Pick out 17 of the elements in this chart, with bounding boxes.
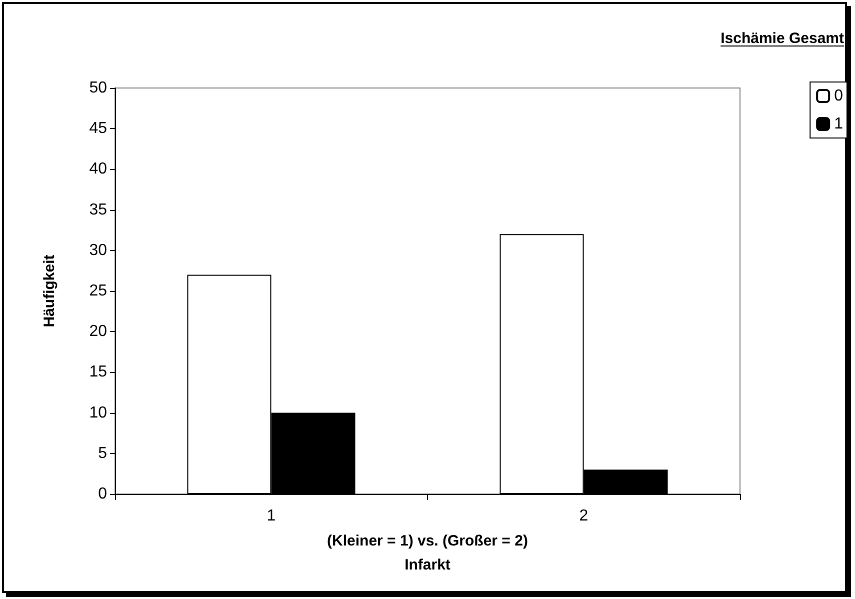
y-tick-label: 15 xyxy=(89,364,108,381)
y-tick-label: 10 xyxy=(89,404,108,422)
y-tick-label: 30 xyxy=(89,242,108,259)
x-axis-title: (Kleiner = 1) vs. (Großer = 2) Infarkt xyxy=(327,532,528,574)
y-tick-label: 50 xyxy=(89,80,108,96)
y-tick-label: 0 xyxy=(98,486,108,502)
legend-label: 0 xyxy=(834,88,844,104)
legend-label: 1 xyxy=(834,116,844,132)
y-tick-label: 25 xyxy=(89,282,108,300)
y-tick-label: 20 xyxy=(89,323,108,340)
legend-title: Ischämie Gesamt xyxy=(720,30,844,47)
x-tick-label: 2 xyxy=(579,508,588,524)
y-tick-label: 5 xyxy=(98,444,108,462)
y-tick-label: 45 xyxy=(89,120,108,138)
y-tick-label: 35 xyxy=(89,201,108,218)
y-tick-label: 40 xyxy=(89,160,108,178)
y-axis-title: Häufigkeit xyxy=(41,254,58,328)
